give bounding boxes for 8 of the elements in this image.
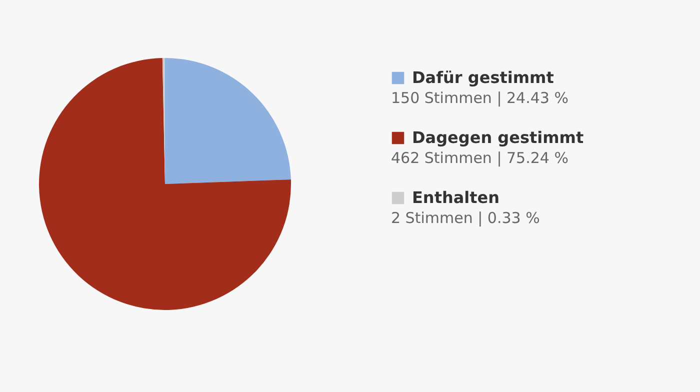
- data-label: 150 Stimmen | 24.43 %: [391, 89, 568, 107]
- legend-label: Dagegen gestimmt: [412, 128, 584, 147]
- legend-label: Enthalten: [412, 188, 500, 207]
- pie-slice: [165, 58, 291, 184]
- data-label: 2 Stimmen | 0.33 %: [391, 209, 540, 227]
- pie-slice: [39, 58, 291, 310]
- data-label: 462 Stimmen | 75.24 %: [391, 149, 568, 167]
- legend-label: Dafür gestimmt: [412, 68, 554, 87]
